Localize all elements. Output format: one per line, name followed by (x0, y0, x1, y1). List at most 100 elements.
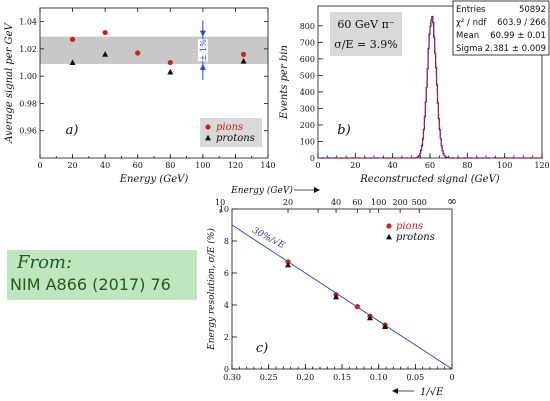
panel-c-xtick-label: 0.05 (406, 373, 424, 382)
panel-b-ytick-label: 500 (300, 71, 315, 80)
panel-b-xlabel: Reconstructed signal (GeV) (359, 174, 500, 185)
panel-c-point-protons (285, 261, 292, 268)
panel-a-point-pions (167, 59, 173, 66)
panel-a-band-label: ± 1% (199, 39, 208, 61)
panel-b-label: b) (337, 123, 350, 138)
panel-c-xtick-label: 0.10 (370, 373, 388, 382)
panel-a-band (40, 36, 268, 64)
panel-b-xtick-label: 60 (425, 161, 435, 170)
panel-c-top-arrowhead (314, 187, 320, 193)
panel-c-fit-line (231, 224, 453, 370)
panel-a-xtick-label: 120 (228, 161, 243, 170)
panel-c-top-infinity: ∞ (447, 194, 457, 208)
panel-c-top-tick-label: 10 (215, 198, 225, 207)
panel-c-bottom-arrowhead (392, 388, 398, 394)
panel-b-stats-label: Sigma (456, 44, 483, 54)
panel-a-legend-label-protons: protons (216, 133, 255, 144)
panel-c-ytick-label: 6 (224, 269, 229, 278)
panel-c-label: c) (256, 341, 268, 356)
panel-c-ytick-label: 0 (224, 365, 229, 374)
panel-b-stats-value: 2.381 ± 0.009 (485, 44, 546, 54)
panel-c-xtick-label: 0.30 (223, 373, 241, 382)
panel-c-top-tick-label: 200 (393, 198, 408, 207)
panel-c-top-tick-label: 60 (352, 198, 362, 207)
panel-b-stats-box (452, 0, 550, 56)
panel-a-ylabel: Average signal per GeV (4, 21, 15, 143)
panel-b-ytick-label: 300 (300, 104, 315, 113)
panel-b-xtick-label: 0 (315, 161, 320, 170)
source-reference: NIM A866 (2017) 76 (10, 275, 171, 294)
panel-c-ylabel: Energy resolution, σ/E (%) (206, 228, 217, 351)
panel-c-top-axis-label: Energy (GeV) (230, 185, 293, 196)
panel-a-point-pions (69, 36, 76, 42)
panel-b-ytick-label: 400 (300, 88, 315, 97)
panel-c-ytick-label: 4 (224, 301, 229, 310)
panel-a-ytick-label: 0.96 (19, 127, 37, 136)
panel-a-legend-label-pions: pions (216, 122, 243, 133)
source-note: From: NIM A866 (2017) 76 (7, 250, 197, 300)
panel-a-band-label-bg (197, 39, 208, 62)
panel-b-annotation-resolution: σ/E = 3.9% (334, 38, 397, 51)
panel-c-point-protons (382, 323, 389, 329)
panel-a-ytick-label: 1.04 (19, 18, 37, 27)
panel-a-point-pions (240, 51, 247, 57)
panel-c-point-protons (333, 293, 340, 300)
panel-a-xtick-label: 80 (165, 161, 175, 170)
panel-b-ytick-label: 700 (300, 38, 315, 47)
panel-a-xtick-label: 0 (37, 161, 42, 170)
panel-a-legend-marker-protons (205, 134, 211, 141)
panel-a-point-pions (102, 29, 108, 36)
panel-c-top-tick-label: 500 (412, 198, 427, 207)
panel-a-label: a) (66, 123, 79, 138)
panel-c-xtick-label: 0.25 (260, 373, 278, 382)
panel-b-ytick-label: 100 (300, 137, 315, 146)
panel-c-legend-marker-pions (386, 223, 392, 229)
panel-c-ytick-label: 8 (224, 237, 229, 246)
panel-b-xtick-label: 40 (388, 161, 398, 170)
panel-c-xtick-label: 0.15 (333, 373, 351, 382)
panel-a-point-protons (240, 57, 247, 64)
panel-b-annotation-energy: 60 GeV π⁻ (337, 18, 394, 31)
panel-c-xtick-label: 0.20 (296, 373, 314, 382)
panel-a-ytick-label: 1.00 (19, 72, 37, 81)
panel-b-stats-value: 60.99 ± 0.01 (490, 31, 546, 41)
panel-a-point-pions (135, 50, 141, 56)
panel-a-xtick-label: 140 (260, 161, 275, 170)
panel-b-ytick-label: 200 (300, 121, 315, 130)
panel-b-annotation-box (330, 12, 402, 56)
panel-b-ylabel: Events per bin (279, 45, 290, 120)
panel-c-point-pions (354, 304, 360, 310)
panel-a-band-arrowhead (199, 30, 206, 37)
panel-c-xtick-label: 0 (449, 373, 454, 382)
panel-c-legend-label-pions: pions (396, 221, 423, 232)
panel-a-ytick-label: 1.02 (19, 45, 37, 54)
panel-a-xtick-label: 60 (133, 161, 143, 170)
panel-a-point-protons (167, 68, 174, 75)
panel-b-xtick-label: 80 (462, 161, 472, 170)
panel-b-stats-label: Mean (456, 31, 479, 41)
panel-c-legend-label-protons: protons (396, 232, 435, 243)
panel-b-ytick-label: 600 (300, 55, 315, 64)
panel-c-fit-label: 30%/√E (250, 225, 287, 252)
panel-a-legend-marker-pions (205, 124, 211, 130)
panel-b-stats-label: χ² / ndf (456, 18, 487, 28)
panel-b-ytick-label: 800 (300, 22, 315, 31)
panel-c-legend-marker-protons (386, 233, 392, 240)
panel-b-stats-value: 50892 (519, 5, 546, 15)
panel-b-xtick-label: 20 (350, 161, 360, 170)
panel-c-ytick-label: 2 (224, 333, 229, 342)
panel-c-ytick-label: 10 (219, 205, 229, 214)
panel-a-xlabel: Energy (GeV) (119, 174, 189, 185)
panel-b-fit-curve (318, 16, 542, 159)
panel-b-stats-label: Entries (456, 5, 486, 15)
panel-c-xlabel: 1/√E (420, 387, 444, 398)
panel-a-xtick-label: 40 (100, 161, 110, 170)
panel-a-point-protons (69, 59, 76, 65)
panel-b-xtick-label: 120 (534, 161, 549, 170)
panel-a-band-arrowhead (199, 63, 206, 70)
panel-b-stats-value: 603.9 / 266 (497, 18, 546, 28)
panel-a-ytick-label: 0.98 (19, 99, 37, 108)
panel-a-point-protons (102, 51, 109, 57)
panel-c-top-tick-label: 20 (283, 198, 293, 207)
